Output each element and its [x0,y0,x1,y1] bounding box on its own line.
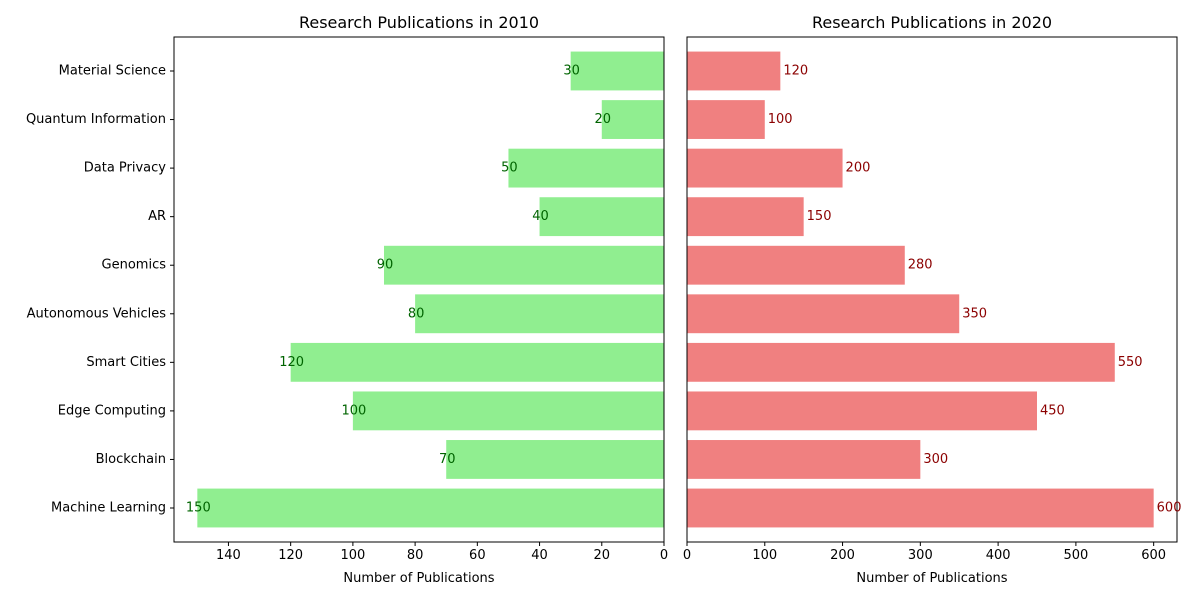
data-label: 550 [1118,355,1143,370]
x-tick-label: 100 [752,548,777,563]
data-label: 90 [377,258,394,273]
bar-2020-8 [687,100,765,139]
data-label: 150 [807,209,832,224]
y-tick-label: AR [148,209,166,224]
x-axis-label: Number of Publications [343,571,494,586]
x-tick-label: 80 [407,548,424,563]
x-tick-label: 200 [830,548,855,563]
axes-frame [686,36,1178,543]
data-label: 200 [846,161,871,176]
y-tick-label: Machine Learning [51,501,166,516]
bar-2010-7 [508,148,664,188]
bar-2020-0 [687,488,1154,528]
x-tick-label: 140 [216,548,241,563]
bar-2010-1 [446,440,664,479]
y-tick-label: Genomics [102,258,167,273]
bar-2010-4 [415,294,664,334]
bar-2010-6 [539,197,664,237]
bar-2010-2 [352,391,664,431]
data-label: 120 [279,355,304,370]
y-tick-label: Data Privacy [84,161,167,176]
bar-2020-2 [687,391,1037,431]
data-label: 280 [908,258,933,273]
bar-2010-5 [384,245,664,285]
data-label: 350 [962,306,987,321]
y-tick-label: Autonomous Vehicles [27,306,167,321]
bar-2020-5 [687,245,905,285]
data-label: 450 [1040,403,1065,418]
x-tick-label: 400 [986,548,1011,563]
data-label: 80 [408,306,425,321]
y-tick-label: Edge Computing [58,403,166,418]
x-tick-label: 100 [340,548,365,563]
x-tick-label: 300 [908,548,933,563]
bar-2020-6 [687,197,804,237]
axes-frame [173,36,665,543]
data-label: 70 [439,452,456,467]
data-label: 40 [532,209,549,224]
x-tick-label: 20 [594,548,611,563]
bar-2020-4 [687,294,960,334]
data-label: 50 [501,161,518,176]
data-label: 20 [595,112,612,127]
x-axis-label: Number of Publications [856,571,1007,586]
x-tick-label: 500 [1063,548,1088,563]
y-tick-label: Material Science [59,63,166,78]
chart-title: Research Publications in 2010 [299,13,539,32]
x-tick-label: 600 [1141,548,1166,563]
bar-2010-3 [290,342,664,382]
data-label: 100 [768,112,793,127]
data-label: 600 [1157,501,1182,516]
data-label: 120 [783,63,808,78]
data-label: 100 [341,403,366,418]
bar-2010-0 [197,488,665,528]
y-tick-label: Quantum Information [26,112,166,127]
bar-2010-9 [570,51,664,91]
x-tick-label: 120 [278,548,303,563]
y-tick-label: Blockchain [96,452,166,467]
y-tick-label: Smart Cities [86,355,166,370]
x-tick-label: 40 [531,548,548,563]
data-label: 30 [563,63,580,78]
x-tick-label: 0 [683,548,691,563]
bar-2020-3 [687,342,1115,382]
data-label: 300 [923,452,948,467]
bar-2020-7 [687,148,843,188]
bar-2020-1 [687,440,921,479]
data-label: 150 [186,501,211,516]
bar-2020-9 [687,51,781,91]
chart-title: Research Publications in 2020 [812,13,1052,32]
x-tick-label: 60 [469,548,486,563]
x-tick-label: 0 [660,548,668,563]
bar-2010-8 [601,100,664,139]
